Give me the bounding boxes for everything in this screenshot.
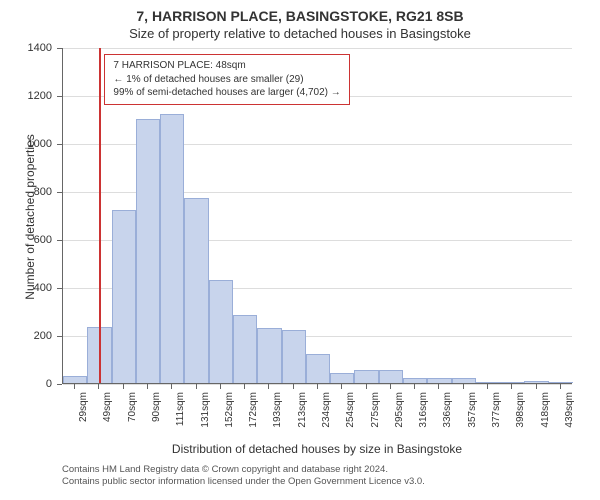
x-tick-mark bbox=[536, 384, 537, 389]
x-tick-label: 377sqm bbox=[491, 392, 502, 428]
histogram-bar bbox=[209, 280, 233, 383]
x-tick-label: 398sqm bbox=[515, 392, 526, 428]
histogram-bar bbox=[160, 114, 184, 383]
histogram-bar bbox=[282, 330, 306, 383]
y-tick-mark bbox=[57, 192, 62, 193]
attribution-line-2: Contains public sector information licen… bbox=[62, 476, 425, 488]
x-tick-mark bbox=[341, 384, 342, 389]
callout-box: 7 HARRISON PLACE: 48sqm← 1% of detached … bbox=[104, 54, 349, 105]
x-tick-mark bbox=[487, 384, 488, 389]
histogram-bar bbox=[427, 378, 451, 383]
x-tick-mark bbox=[123, 384, 124, 389]
x-tick-label: 29sqm bbox=[78, 392, 89, 422]
histogram-bar bbox=[549, 382, 573, 383]
attribution: Contains HM Land Registry data © Crown c… bbox=[62, 464, 425, 489]
y-tick-mark bbox=[57, 240, 62, 241]
chart-title: 7, HARRISON PLACE, BASINGSTOKE, RG21 8SB bbox=[0, 0, 600, 24]
histogram-bar bbox=[330, 373, 354, 383]
y-tick-mark bbox=[57, 96, 62, 97]
histogram-bar bbox=[379, 370, 403, 383]
x-tick-mark bbox=[366, 384, 367, 389]
attribution-line-1: Contains HM Land Registry data © Crown c… bbox=[62, 464, 425, 476]
x-tick-mark bbox=[463, 384, 464, 389]
x-tick-mark bbox=[414, 384, 415, 389]
x-tick-label: 131sqm bbox=[200, 392, 211, 428]
x-tick-label: 111sqm bbox=[175, 392, 186, 426]
x-tick-mark bbox=[98, 384, 99, 389]
gridline bbox=[63, 48, 572, 49]
x-tick-label: 193sqm bbox=[272, 392, 283, 428]
x-tick-mark bbox=[196, 384, 197, 389]
x-tick-mark bbox=[438, 384, 439, 389]
histogram-bar bbox=[63, 376, 87, 383]
histogram-bar bbox=[233, 315, 257, 383]
x-tick-label: 336sqm bbox=[442, 392, 453, 428]
y-tick-label: 0 bbox=[0, 378, 52, 390]
y-tick-mark bbox=[57, 288, 62, 289]
histogram-bar bbox=[403, 378, 427, 383]
y-tick-label: 800 bbox=[0, 186, 52, 198]
x-tick-label: 418sqm bbox=[540, 392, 551, 428]
x-tick-mark bbox=[511, 384, 512, 389]
y-tick-label: 200 bbox=[0, 330, 52, 342]
x-tick-label: 254sqm bbox=[345, 392, 356, 428]
x-tick-label: 172sqm bbox=[248, 392, 259, 428]
y-tick-label: 1400 bbox=[0, 42, 52, 54]
x-tick-mark bbox=[293, 384, 294, 389]
histogram-bar bbox=[452, 378, 476, 383]
x-tick-mark bbox=[171, 384, 172, 389]
x-tick-mark bbox=[244, 384, 245, 389]
x-tick-label: 357sqm bbox=[467, 392, 478, 428]
y-tick-label: 1200 bbox=[0, 90, 52, 102]
chart-container: 7, HARRISON PLACE, BASINGSTOKE, RG21 8SB… bbox=[0, 0, 600, 500]
x-axis-label: Distribution of detached houses by size … bbox=[62, 442, 572, 456]
histogram-bar bbox=[257, 328, 281, 383]
callout-line-1: 7 HARRISON PLACE: 48sqm bbox=[113, 59, 340, 73]
y-tick-mark bbox=[57, 384, 62, 385]
x-tick-label: 275sqm bbox=[370, 392, 381, 428]
x-tick-label: 234sqm bbox=[321, 392, 332, 428]
x-tick-label: 295sqm bbox=[394, 392, 405, 428]
marker-line bbox=[99, 48, 101, 383]
histogram-bar bbox=[112, 210, 136, 383]
histogram-bar bbox=[500, 382, 524, 383]
x-tick-mark bbox=[390, 384, 391, 389]
x-tick-label: 70sqm bbox=[127, 392, 138, 422]
x-tick-label: 439sqm bbox=[564, 392, 575, 428]
x-tick-label: 152sqm bbox=[224, 392, 235, 428]
x-tick-label: 316sqm bbox=[418, 392, 429, 428]
x-tick-mark bbox=[147, 384, 148, 389]
histogram-bar bbox=[476, 382, 500, 383]
x-tick-mark bbox=[268, 384, 269, 389]
histogram-bar bbox=[184, 198, 208, 383]
x-tick-label: 90sqm bbox=[151, 392, 162, 422]
x-tick-label: 213sqm bbox=[297, 392, 308, 428]
x-tick-mark bbox=[74, 384, 75, 389]
histogram-bar bbox=[524, 381, 548, 383]
x-tick-mark bbox=[317, 384, 318, 389]
y-tick-mark bbox=[57, 48, 62, 49]
y-tick-mark bbox=[57, 336, 62, 337]
y-tick-label: 600 bbox=[0, 234, 52, 246]
x-tick-label: 49sqm bbox=[102, 392, 113, 422]
callout-line-2: ← 1% of detached houses are smaller (29) bbox=[113, 73, 340, 87]
x-tick-mark bbox=[220, 384, 221, 389]
histogram-bar bbox=[136, 119, 160, 383]
y-tick-label: 1000 bbox=[0, 138, 52, 150]
x-tick-mark bbox=[560, 384, 561, 389]
y-tick-mark bbox=[57, 144, 62, 145]
callout-line-3: 99% of semi-detached houses are larger (… bbox=[113, 86, 340, 100]
y-tick-label: 400 bbox=[0, 282, 52, 294]
histogram-bar bbox=[354, 370, 378, 383]
histogram-bar bbox=[306, 354, 330, 383]
chart-subtitle: Size of property relative to detached ho… bbox=[0, 24, 600, 41]
